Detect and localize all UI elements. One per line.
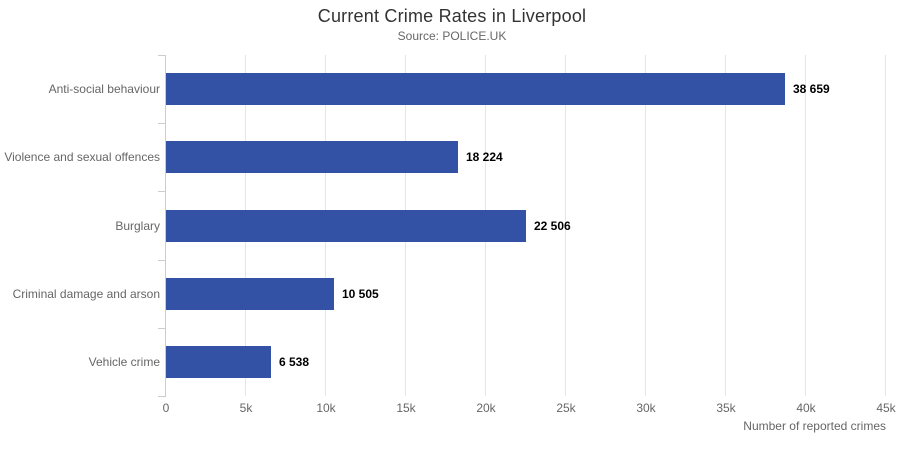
category-label: Anti-social behaviour bbox=[48, 82, 160, 96]
category-axis-tick bbox=[158, 123, 165, 124]
x-tick-label: 30k bbox=[636, 401, 656, 415]
y-axis-line bbox=[165, 55, 166, 397]
chart-title: Current Crime Rates in Liverpool bbox=[317, 6, 587, 26]
gridline bbox=[645, 55, 646, 396]
x-tick-label: 0 bbox=[162, 401, 170, 415]
bar-vehicle-crime[interactable] bbox=[166, 346, 271, 378]
x-tick-label: 20k bbox=[476, 401, 496, 415]
bar-criminal-damage-and-arson[interactable] bbox=[166, 278, 334, 310]
category-label: Violence and sexual offences bbox=[4, 150, 160, 164]
bar-value-label: 22 506 bbox=[534, 219, 571, 233]
gridline bbox=[725, 55, 726, 396]
x-tick-label: 35k bbox=[716, 401, 736, 415]
bar-value-label: 6 538 bbox=[279, 355, 310, 369]
bar-value-label: 10 505 bbox=[342, 287, 379, 301]
bar-value-label: 38 659 bbox=[793, 82, 830, 96]
x-tick-label: 25k bbox=[556, 401, 576, 415]
category-label: Burglary bbox=[115, 219, 160, 233]
category-axis-tick bbox=[158, 260, 165, 261]
category-label: Criminal damage and arson bbox=[12, 287, 160, 301]
x-axis-title: Number of reported crimes bbox=[743, 419, 886, 433]
chart-subtitle: Source: POLICE.UK bbox=[397, 29, 507, 43]
x-tick-label: 40k bbox=[796, 401, 816, 415]
x-tick-label: 15k bbox=[396, 401, 416, 415]
category-axis-tick bbox=[158, 396, 165, 397]
bar-anti-social-behaviour[interactable] bbox=[166, 73, 785, 105]
gridline bbox=[885, 55, 886, 396]
bar-violence-and-sexual-offences[interactable] bbox=[166, 141, 458, 173]
category-axis-tick bbox=[158, 328, 165, 329]
category-axis-tick bbox=[158, 191, 165, 192]
x-tick-label: 45k bbox=[876, 401, 896, 415]
bar-burglary[interactable] bbox=[166, 210, 526, 242]
category-axis-tick bbox=[158, 55, 165, 56]
gridline bbox=[565, 55, 566, 396]
category-label: Vehicle crime bbox=[88, 355, 160, 369]
x-tick-label: 10k bbox=[316, 401, 336, 415]
bar-value-label: 18 224 bbox=[466, 150, 503, 164]
x-tick-label: 5k bbox=[239, 401, 253, 415]
plot-area: 38 659 18 224 22 506 10 505 6 538 bbox=[158, 55, 886, 397]
gridline bbox=[805, 55, 806, 396]
